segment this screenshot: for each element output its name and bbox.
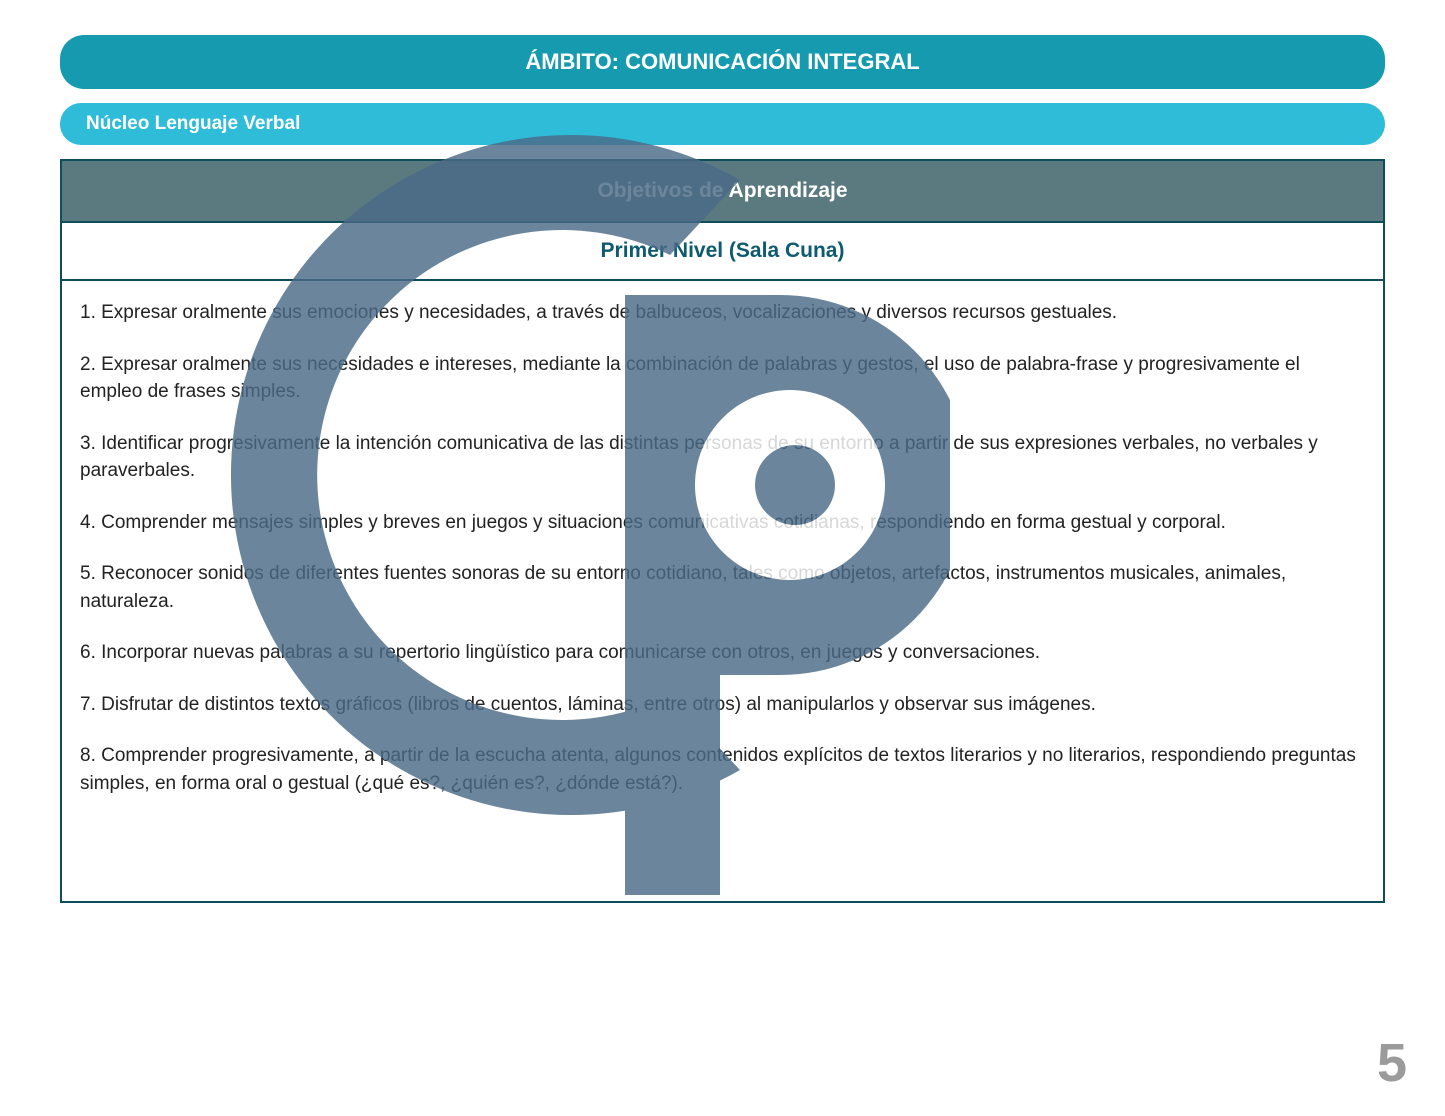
nucleo-banner: Núcleo Lenguaje Verbal xyxy=(60,103,1385,145)
table-header: Objetivos de Aprendizaje xyxy=(62,161,1383,223)
table-body: 1. Expresar oralmente sus emociones y ne… xyxy=(62,281,1383,901)
objective-item: 2. Expresar oralmente sus necesidades e … xyxy=(80,351,1365,406)
objective-item: 5. Reconocer sonidos de diferentes fuent… xyxy=(80,560,1365,615)
objective-item: 1. Expresar oralmente sus emociones y ne… xyxy=(80,299,1365,327)
objectives-table: Objetivos de Aprendizaje Primer Nivel (S… xyxy=(60,159,1385,903)
table-subheader: Primer Nivel (Sala Cuna) xyxy=(62,223,1383,281)
objective-item: 3. Identificar progresivamente la intenc… xyxy=(80,430,1365,485)
ambito-banner: ÁMBITO: COMUNICACIÓN INTEGRAL xyxy=(60,35,1385,89)
page-container: ÁMBITO: COMUNICACIÓN INTEGRAL Núcleo Len… xyxy=(0,0,1445,903)
objective-item: 7. Disfrutar de distintos textos gráfico… xyxy=(80,691,1365,719)
page-number: 5 xyxy=(1377,1032,1407,1094)
objective-item: 8. Comprender progresivamente, a partir … xyxy=(80,742,1365,797)
objective-item: 6. Incorporar nuevas palabras a su reper… xyxy=(80,639,1365,667)
objective-item: 4. Comprender mensajes simples y breves … xyxy=(80,509,1365,537)
